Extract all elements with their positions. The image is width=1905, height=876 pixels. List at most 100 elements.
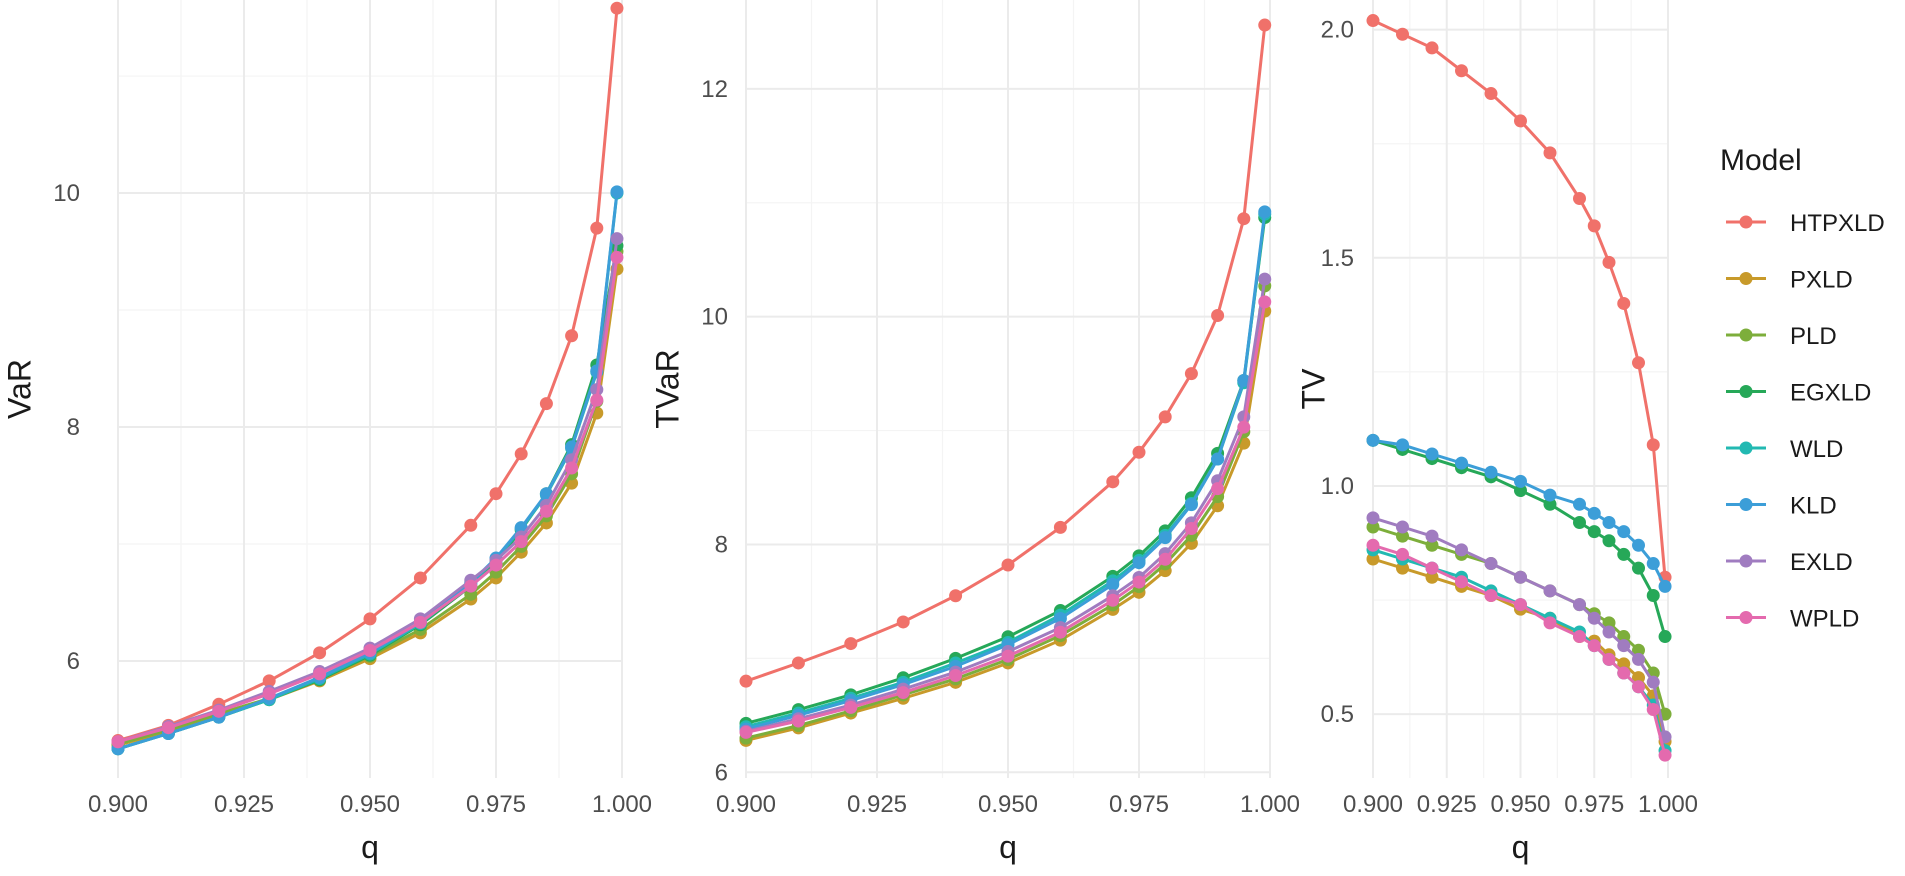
data-point xyxy=(1573,515,1586,529)
data-point xyxy=(1602,515,1616,529)
x-tick-label: 0.975 xyxy=(1109,791,1169,818)
legend-label: EXLD xyxy=(1790,549,1853,576)
y-axis-title: VaR xyxy=(1,359,37,419)
y-tick-label: 1.0 xyxy=(1321,473,1354,500)
data-point xyxy=(1258,272,1272,286)
data-point xyxy=(1158,552,1172,566)
data-point xyxy=(1455,543,1468,557)
series-pxld xyxy=(739,304,1272,747)
legend-key-point xyxy=(1739,498,1753,511)
x-tick-label: 0.975 xyxy=(1564,791,1624,818)
data-point xyxy=(539,397,553,411)
legend-key-point xyxy=(1739,272,1753,285)
series-htpxld xyxy=(1366,14,1672,584)
legend-label: EGXLD xyxy=(1790,380,1871,407)
data-point xyxy=(1366,538,1380,552)
data-point xyxy=(1258,205,1272,219)
series-line xyxy=(745,285,1267,740)
data-point xyxy=(1632,561,1645,575)
data-point xyxy=(1396,561,1409,575)
data-point xyxy=(1396,438,1409,452)
data-point xyxy=(1587,639,1601,653)
data-point xyxy=(1617,666,1631,680)
y-tick-label: 12 xyxy=(701,76,728,103)
data-point xyxy=(1425,561,1439,575)
x-tick-label: 0.925 xyxy=(847,791,907,818)
var-panel: 0.900 0.925 0.950 0.975 1.000 6 8 10 q VaR xyxy=(1,0,652,865)
data-point xyxy=(610,185,624,199)
data-point xyxy=(565,329,579,343)
legend-label: HTPXLD xyxy=(1790,210,1885,237)
data-point xyxy=(610,250,624,264)
series-kld xyxy=(111,185,624,756)
data-point xyxy=(739,674,753,688)
y-axis-title: TV xyxy=(1295,368,1331,410)
data-point xyxy=(1132,445,1146,459)
data-point xyxy=(590,393,604,407)
data-point xyxy=(1237,420,1251,434)
series-htpxld xyxy=(739,18,1272,688)
y-tick-label: 8 xyxy=(67,414,80,441)
series-exld xyxy=(1366,511,1672,744)
data-point xyxy=(1543,146,1557,160)
data-point xyxy=(1366,552,1380,566)
data-point xyxy=(489,487,503,501)
legend-key-point xyxy=(1739,385,1753,398)
series-wpld xyxy=(111,250,624,749)
data-point xyxy=(363,612,377,626)
data-point xyxy=(1658,748,1672,762)
x-tick-label: 0.975 xyxy=(466,791,526,818)
legend-label: PLD xyxy=(1790,323,1837,350)
series-line xyxy=(117,251,619,746)
data-point xyxy=(1514,484,1527,498)
data-point xyxy=(1455,64,1468,78)
x-axis-title: q xyxy=(1512,829,1530,865)
data-point xyxy=(1658,630,1672,644)
data-point xyxy=(1617,525,1631,539)
data-point xyxy=(313,667,327,681)
series-line xyxy=(117,257,619,744)
data-point xyxy=(1484,557,1498,571)
data-point xyxy=(1587,219,1601,233)
legend-key-point xyxy=(1739,215,1753,229)
legend-label: PXLD xyxy=(1790,267,1853,294)
data-point xyxy=(1484,87,1498,101)
y-tick-label: 10 xyxy=(701,304,728,331)
data-point xyxy=(610,1,624,15)
y-tick-label: 2.0 xyxy=(1321,17,1354,44)
data-point xyxy=(1646,557,1660,571)
data-point xyxy=(1396,529,1409,543)
data-point xyxy=(1617,296,1631,310)
data-point xyxy=(1617,547,1631,561)
data-point xyxy=(413,615,427,629)
data-point xyxy=(1587,525,1601,539)
data-point xyxy=(791,656,805,670)
data-point xyxy=(896,686,910,700)
data-point xyxy=(1632,652,1645,666)
data-point xyxy=(791,714,805,728)
data-point xyxy=(1617,657,1631,671)
data-point xyxy=(111,735,125,749)
data-point xyxy=(1425,41,1439,55)
series-htpxld xyxy=(111,1,624,748)
x-tick-label: 0.900 xyxy=(716,791,776,818)
data-point xyxy=(212,704,226,718)
data-point xyxy=(1543,497,1557,511)
data-point xyxy=(1617,639,1631,653)
data-point xyxy=(1258,18,1272,32)
data-point xyxy=(1514,598,1527,612)
x-tick-label: 0.950 xyxy=(978,791,1038,818)
legend-key-point xyxy=(1739,441,1753,455)
data-point xyxy=(1514,114,1527,128)
legend-title: Model xyxy=(1720,144,1802,177)
series-pld xyxy=(739,279,1272,745)
data-point xyxy=(1587,506,1601,520)
data-point xyxy=(610,232,624,246)
series-line xyxy=(745,301,1267,734)
data-point xyxy=(262,674,276,688)
data-point xyxy=(1184,367,1198,381)
legend-label: WPLD xyxy=(1790,606,1859,633)
y-tick-label: 1.5 xyxy=(1321,245,1354,272)
data-point xyxy=(1514,570,1527,584)
legend: Model HTPXLD PXLD PLD EGXLD WLD KLD EXLD WPLD xyxy=(1720,144,1885,633)
